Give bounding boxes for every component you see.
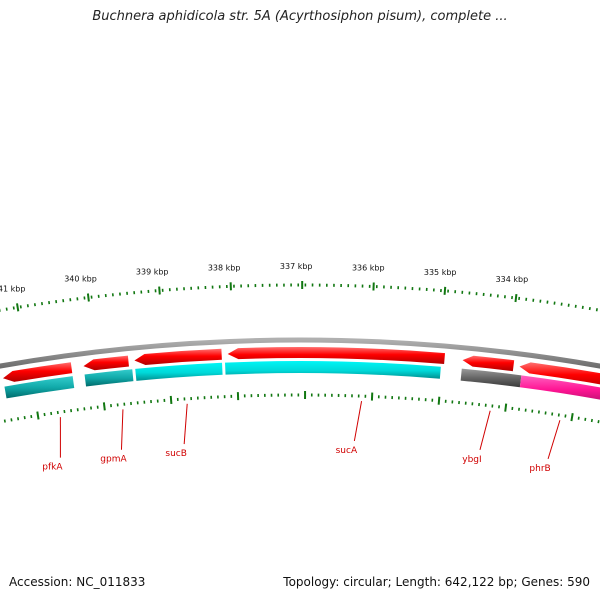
gene-label-sucA: sucA xyxy=(336,446,358,456)
inner-minor-tick xyxy=(17,417,20,421)
features xyxy=(2,347,600,400)
inner-major-tick xyxy=(102,402,106,411)
inner-major-tick xyxy=(169,395,173,405)
forward-cds-arrow xyxy=(227,347,446,365)
gene-label-pfkA: pfkA xyxy=(42,463,63,473)
inner-major-tick xyxy=(437,396,441,405)
reverse-cds-block xyxy=(84,369,134,387)
ruler-tick-label: 340 kbp xyxy=(64,275,97,284)
inner-minor-tick xyxy=(597,420,600,424)
gene-label-leader xyxy=(183,403,188,445)
ruler-tick-label: 334 kbp xyxy=(496,275,529,284)
gene-label-leader xyxy=(547,420,561,460)
ruler-tick-label: 338 kbp xyxy=(208,263,241,272)
accession-text: Accession: NC_011833 xyxy=(9,575,146,589)
ruler-tick-label: 337 kbp xyxy=(280,262,313,271)
topology-summary: Topology: circular; Length: 642,122 bp; … xyxy=(283,575,590,589)
reverse-cds-block xyxy=(225,360,441,379)
gene-label-leader xyxy=(120,409,124,450)
forward-cds-arrow xyxy=(83,355,129,371)
backbone xyxy=(0,337,600,369)
gene-labels: pfkA gpmA sucB sucA ybgI phrB xyxy=(42,401,561,474)
ruler-major-tick xyxy=(443,286,447,295)
inner-minor-tick xyxy=(590,418,593,423)
forward-cds-arrow xyxy=(462,355,515,372)
reverse-cds-block xyxy=(135,362,223,381)
inner-minor-tick xyxy=(10,418,13,422)
ruler-major-tick xyxy=(514,293,518,303)
reverse-cds-block xyxy=(4,376,75,399)
ruler-major-tick xyxy=(158,286,161,295)
gene-label-sucB: sucB xyxy=(165,449,187,459)
ruler-major-tick xyxy=(86,293,90,302)
ruler-tick-label: 336 kbp xyxy=(352,264,385,273)
rna-feature-block xyxy=(519,375,600,400)
gene-label-ybgI: ybgI xyxy=(462,455,481,465)
inner-major-tick xyxy=(570,413,574,422)
forward-cds-arrow xyxy=(519,362,600,385)
inner-minor-tick xyxy=(3,419,6,423)
gene-label-gpmA: gpmA xyxy=(100,455,127,465)
gene-label-leader xyxy=(479,410,491,451)
inner-major-tick xyxy=(504,403,508,412)
ruler-tick-label: 339 kbp xyxy=(136,268,169,277)
ruler: 341 kbp 340 kbp 339 kbp 338 kbp 337 kbp 336 k… xyxy=(0,262,600,424)
ruler-major-tick xyxy=(16,303,20,312)
gene-label-phrB: phrB xyxy=(529,464,550,474)
ruler-tick-label: 335 kbp xyxy=(424,268,457,277)
forward-cds-arrow xyxy=(2,362,73,382)
backbone-arc xyxy=(0,337,600,369)
forward-cds-arrow xyxy=(134,348,222,365)
inner-major-tick xyxy=(36,411,40,420)
map-title: Buchnera aphidicola str. 5A (Acyrthosiph… xyxy=(92,9,508,24)
ruler-tick-label: 341 kbp xyxy=(0,285,25,294)
pseudo-gene-block xyxy=(460,368,522,388)
gene-label-leader xyxy=(353,401,363,441)
inner-minor-tick xyxy=(584,417,587,421)
